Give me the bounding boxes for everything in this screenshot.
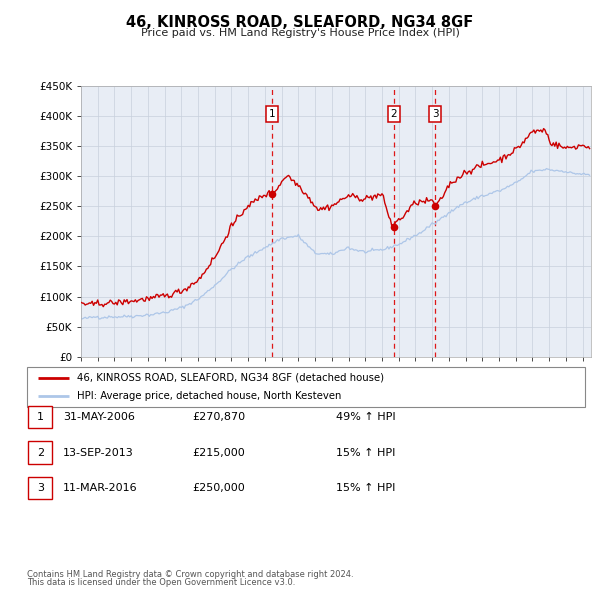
Text: £270,870: £270,870 [192,412,245,422]
Text: Contains HM Land Registry data © Crown copyright and database right 2024.: Contains HM Land Registry data © Crown c… [27,570,353,579]
Text: 13-SEP-2013: 13-SEP-2013 [63,448,134,457]
Text: 49% ↑ HPI: 49% ↑ HPI [336,412,395,422]
Text: 1: 1 [269,109,275,119]
Text: 15% ↑ HPI: 15% ↑ HPI [336,448,395,457]
Text: 3: 3 [37,483,44,493]
Text: 15% ↑ HPI: 15% ↑ HPI [336,483,395,493]
Text: £215,000: £215,000 [192,448,245,457]
Text: 31-MAY-2006: 31-MAY-2006 [63,412,135,422]
Text: Price paid vs. HM Land Registry's House Price Index (HPI): Price paid vs. HM Land Registry's House … [140,28,460,38]
Text: 3: 3 [432,109,439,119]
Text: HPI: Average price, detached house, North Kesteven: HPI: Average price, detached house, Nort… [77,391,341,401]
Text: 11-MAR-2016: 11-MAR-2016 [63,483,137,493]
Text: £250,000: £250,000 [192,483,245,493]
Text: 2: 2 [37,448,44,457]
Text: This data is licensed under the Open Government Licence v3.0.: This data is licensed under the Open Gov… [27,578,295,587]
Text: 2: 2 [391,109,397,119]
FancyBboxPatch shape [27,367,585,407]
Text: 46, KINROSS ROAD, SLEAFORD, NG34 8GF: 46, KINROSS ROAD, SLEAFORD, NG34 8GF [127,15,473,30]
Text: 46, KINROSS ROAD, SLEAFORD, NG34 8GF (detached house): 46, KINROSS ROAD, SLEAFORD, NG34 8GF (de… [77,373,385,383]
Text: 1: 1 [37,412,44,422]
